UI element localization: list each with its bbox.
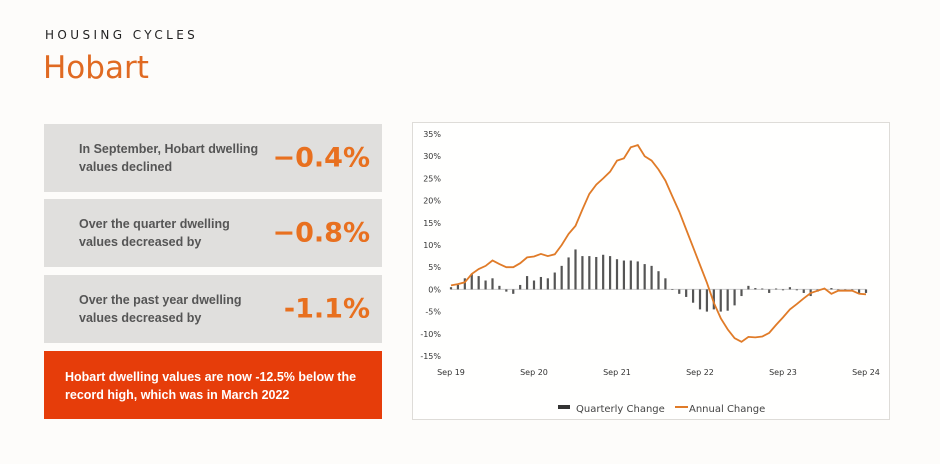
quarterly-bar [574,249,577,290]
y-tick-label: 5% [428,263,441,272]
quarterly-bar [657,271,660,290]
stat-card-monthly: In September, Hobart dwelling values dec… [44,124,382,192]
quarterly-bar [456,284,460,290]
quarterly-bar [505,289,508,292]
y-tick-label: -10% [420,330,441,339]
x-axis: Sep 19 Sep 20 Sep 21 Sep 22 Sep 23 Sep 24 [437,368,880,377]
quarterly-bar [588,256,591,290]
quarterly-bar [560,265,563,290]
housing-cycle-chart: 35% 30% 25% 20% 15% 10% 5% 0% -5% -10% -15% Sep 19… [412,122,890,420]
x-tick-label: Sep 24 [852,368,880,377]
quarterly-bar [664,278,667,290]
quarterly-bar [643,264,646,290]
quarterly-bar [532,280,536,290]
quarterly-bar [719,289,722,312]
section-kicker: HOUSING CYCLES [45,28,199,42]
quarterly-bar [768,289,771,293]
x-tick-label: Sep 19 [437,368,465,377]
quarterly-bar [795,289,798,291]
quarterly-bar [615,259,619,290]
record-high-note: Hobart dwelling values are now -12.5% be… [44,351,382,419]
quarterly-bar [595,256,598,290]
quarterly-bar [671,289,674,290]
quarterly-bar [726,289,729,311]
y-tick-label: 20% [423,197,441,206]
quarterly-bar [512,289,515,294]
quarterly-bar [864,289,868,293]
quarterly-bar [581,256,584,290]
y-tick-label: 15% [423,219,441,228]
stat-card-annual: Over the past year dwelling values decre… [44,275,382,343]
y-tick-label: 0% [428,285,441,294]
quarterly-bar [691,289,695,303]
quarterly-bar [622,260,626,290]
y-tick-label: -15% [420,352,441,361]
quarterly-bar [539,276,543,290]
quarterly-bar [636,261,639,290]
quarterly-bar [837,289,840,290]
legend-label-quarterly: Quarterly Change [576,404,665,415]
quarterly-bar [788,287,792,290]
legend: Quarterly Change Annual Change [558,404,765,415]
x-tick-label: Sep 23 [769,368,797,377]
quarterly-bar [740,289,743,297]
quarterly-bar [781,289,785,291]
quarterly-bar [449,287,453,290]
note-text: Hobart dwelling values are now -12.5% be… [65,370,357,402]
quarterly-bar [754,288,757,290]
quarterly-bar [712,289,715,310]
quarterly-bar [477,276,480,290]
chart-svg: 35% 30% 25% 20% 15% 10% 5% 0% -5% -10% -15% Sep 19… [420,130,880,415]
annual-change-line [450,144,867,343]
quarterly-bar [629,260,632,290]
quarterly-bar [519,284,522,290]
x-tick-label: Sep 20 [520,368,548,377]
y-axis: 35% 30% 25% 20% 15% 10% 5% 0% -5% -10% -15% [420,130,441,361]
y-tick-label: 25% [423,174,441,183]
quarterly-bar [685,289,688,297]
stat-value: −0.4% [272,142,370,174]
legend-label-annual: Annual Change [689,404,765,415]
quarterly-bar [650,265,653,290]
quarterly-bar [857,289,861,293]
stat-value: −0.8% [272,217,370,249]
quarterly-bar [830,288,833,290]
quarterly-bar [463,278,466,290]
stat-value: -1.1% [283,293,370,325]
y-tick-label: 35% [423,130,441,139]
quarterly-bar [844,289,847,290]
page-title: Hobart [43,50,149,86]
stat-card-quarterly: Over the quarter dwelling values decreas… [44,199,382,267]
quarterly-bar [698,289,702,310]
quarterly-bar [774,288,778,290]
quarterly-bars [449,249,868,312]
y-tick-label: 10% [423,241,441,250]
y-tick-label: -5% [425,308,441,317]
quarterly-bar [567,257,570,290]
quarterly-bar [553,272,556,290]
quarterly-bar [705,289,709,312]
quarterly-bar [747,285,750,290]
x-tick-label: Sep 21 [603,368,631,377]
quarterly-bar [491,278,494,290]
quarterly-bar [608,256,612,290]
stat-label: Over the past year dwelling values decre… [79,293,242,325]
quarterly-bar [678,289,681,294]
x-tick-label: Sep 22 [686,368,714,377]
quarterly-bar [484,280,487,290]
quarterly-bar [802,289,805,293]
quarterly-bar [851,289,854,290]
quarterly-bar [761,288,764,290]
quarterly-bar [733,289,736,306]
quarterly-bar [470,273,473,290]
quarterly-bar [498,285,501,290]
stat-label: Over the quarter dwelling values decreas… [79,217,230,249]
y-tick-label: 30% [423,152,441,161]
quarterly-bar [546,278,549,290]
quarterly-bar [602,254,605,290]
stat-label: In September, Hobart dwelling values dec… [79,142,259,174]
quarterly-bar [525,276,529,290]
legend-swatch-quarterly [558,405,570,409]
